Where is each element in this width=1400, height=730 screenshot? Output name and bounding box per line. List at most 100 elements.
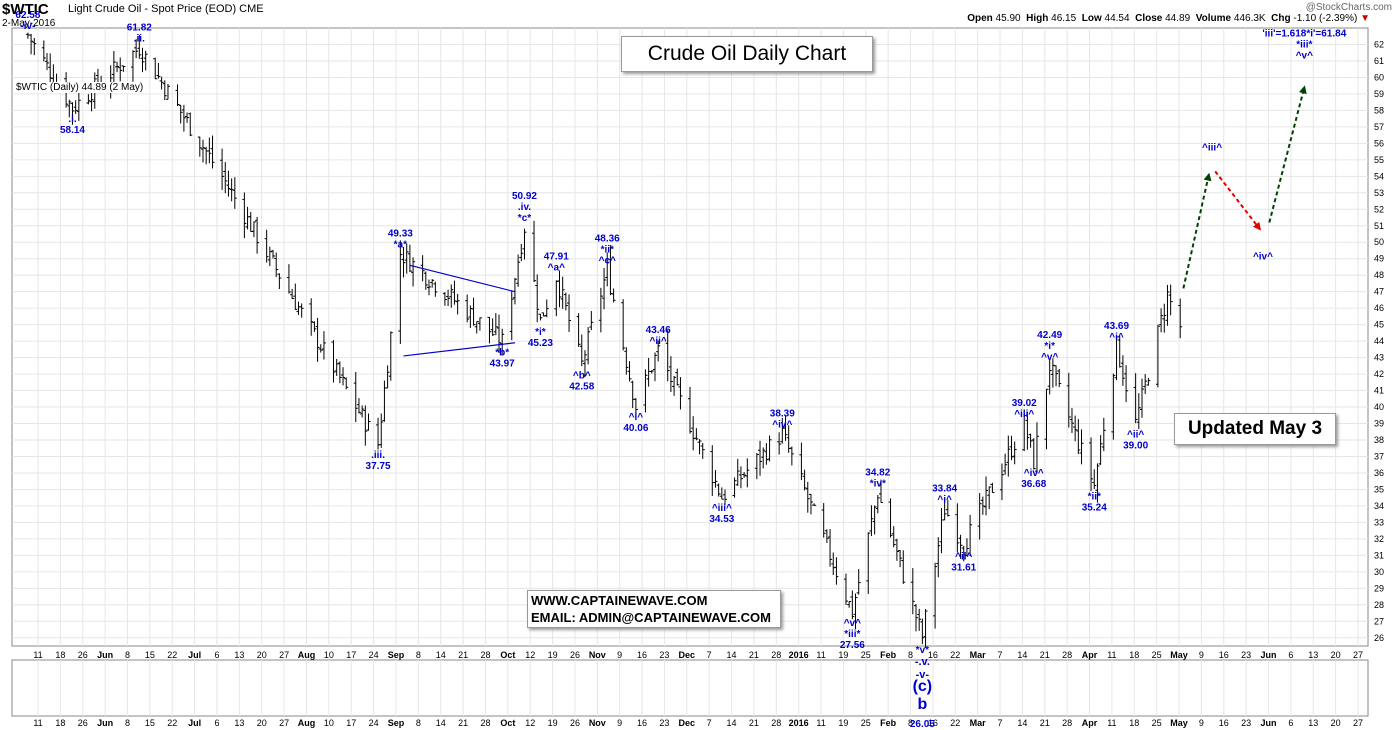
x-tick-label: 8 bbox=[125, 650, 130, 660]
x-tick-label: 25 bbox=[861, 650, 871, 660]
x-tick-label: 6 bbox=[1288, 650, 1293, 660]
x-tick-label-lower: 14 bbox=[436, 718, 446, 728]
x-tick-label-lower: 16 bbox=[1219, 718, 1229, 728]
x-tick-label: Jul bbox=[188, 650, 201, 660]
projection-arrow bbox=[1182, 172, 1212, 289]
x-tick-label-lower: 28 bbox=[771, 718, 781, 728]
x-tick-label: 19 bbox=[548, 650, 558, 660]
x-tick-label: Mar bbox=[970, 650, 987, 660]
x-tick-label-lower: 19 bbox=[838, 718, 848, 728]
wave-b-label: *v* bbox=[916, 645, 929, 656]
website-text: WWW.CAPTAINEWAVE.COM bbox=[531, 593, 708, 608]
x-tick-label-lower: 26 bbox=[570, 718, 580, 728]
x-tick-label-lower: 11 bbox=[33, 718, 42, 728]
wave-label: 27.56 bbox=[840, 640, 865, 651]
x-tick-label: 21 bbox=[458, 650, 468, 660]
x-tick-label-lower: Aug bbox=[298, 718, 316, 728]
stockcharts-watermark: @StockCharts.com bbox=[1305, 2, 1392, 13]
x-tick-label: 22 bbox=[950, 650, 960, 660]
y-tick-label: 44 bbox=[1374, 336, 1384, 346]
y-tick-label: 56 bbox=[1374, 138, 1384, 148]
x-tick-label-lower: May bbox=[1170, 718, 1188, 728]
x-tick-label-lower: 19 bbox=[548, 718, 558, 728]
x-tick-label: 8 bbox=[908, 650, 913, 660]
x-tick-label-lower: 21 bbox=[749, 718, 759, 728]
wave-label: *b* bbox=[495, 348, 509, 359]
y-tick-label: 42 bbox=[1374, 369, 1384, 379]
y-tick-label: 57 bbox=[1374, 122, 1384, 132]
x-tick-label: 16 bbox=[928, 650, 938, 660]
wave-label: 45.23 bbox=[528, 338, 553, 349]
y-tick-label: 51 bbox=[1374, 221, 1384, 231]
x-tick-label: 18 bbox=[1129, 650, 1139, 660]
low-value: 44.54 bbox=[1104, 13, 1130, 24]
x-tick-label: 7 bbox=[998, 650, 1003, 660]
x-tick-label: 19 bbox=[838, 650, 848, 660]
x-tick-label: 8 bbox=[416, 650, 421, 660]
wave-label: ^iv^ bbox=[1024, 468, 1044, 479]
wave-label: *a* bbox=[394, 239, 407, 250]
x-tick-label: 15 bbox=[145, 650, 155, 660]
x-tick-label-lower: 20 bbox=[1331, 718, 1341, 728]
wave-label: *ii* bbox=[1088, 491, 1101, 502]
y-tick-label: 28 bbox=[1374, 600, 1384, 610]
x-tick-label: Nov bbox=[589, 650, 606, 660]
y-tick-label: 50 bbox=[1374, 237, 1384, 247]
wave-b-label: -v- bbox=[916, 669, 930, 681]
wave-label: 43.97 bbox=[490, 359, 515, 370]
wave-label: ^iii^ bbox=[712, 503, 732, 514]
x-tick-label-lower: Mar bbox=[970, 718, 987, 728]
ohlc-bars bbox=[25, 32, 1183, 648]
wave-label: *i* bbox=[535, 327, 546, 338]
high-label: High bbox=[1026, 13, 1049, 24]
chart-symbol: $WTIC bbox=[2, 1, 49, 18]
x-tick-label: 16 bbox=[1219, 650, 1229, 660]
x-tick-label-lower: 7 bbox=[707, 718, 712, 728]
y-tick-label: 47 bbox=[1374, 287, 1384, 297]
x-tick-label: 13 bbox=[1308, 650, 1318, 660]
x-tick-label: 18 bbox=[55, 650, 65, 660]
y-tick-label: 59 bbox=[1374, 89, 1384, 99]
x-tick-label-lower: 7 bbox=[998, 718, 1003, 728]
x-tick-label-lower: 23 bbox=[659, 718, 669, 728]
x-tick-label: 28 bbox=[480, 650, 490, 660]
wave-label: 48.36 bbox=[595, 233, 620, 244]
wave-label: 33.84 bbox=[932, 484, 957, 495]
wave-label: 62.58 bbox=[15, 10, 40, 21]
wave-label: ^ii^ bbox=[955, 551, 972, 562]
x-tick-label-lower: 8 bbox=[416, 718, 421, 728]
open-label: Open bbox=[967, 13, 993, 24]
x-tick-label-lower: 6 bbox=[214, 718, 219, 728]
wave-label: 38.39 bbox=[770, 409, 795, 420]
y-tick-label: 38 bbox=[1374, 435, 1384, 445]
y-tick-label: 36 bbox=[1374, 468, 1384, 478]
wave-label: 40.06 bbox=[623, 423, 648, 434]
x-tick-label-lower: 11 bbox=[816, 718, 825, 728]
x-tick-label: 22 bbox=[167, 650, 177, 660]
x-tick-label-lower: 24 bbox=[369, 718, 379, 728]
x-tick-label: 20 bbox=[257, 650, 267, 660]
x-tick-label: Feb bbox=[880, 650, 897, 660]
chart-legend: $WTIC (Daily) 44.89 (2 May) bbox=[16, 82, 144, 93]
x-tick-label: 24 bbox=[369, 650, 379, 660]
wave-label: ^i^ bbox=[937, 495, 952, 506]
wave-label: ^i^ bbox=[1109, 332, 1124, 343]
wave-label: 49.33 bbox=[388, 228, 413, 239]
close-label: Close bbox=[1135, 13, 1163, 24]
updated-note: Updated May 3 bbox=[1174, 413, 1336, 445]
x-tick-label: 20 bbox=[1331, 650, 1341, 660]
email-text: EMAIL: ADMIN@CAPTAINEWAVE.COM bbox=[531, 610, 771, 625]
x-tick-label: Apr bbox=[1082, 650, 1098, 660]
triangle-upper-line bbox=[409, 264, 516, 293]
x-tick-label-lower: Dec bbox=[679, 718, 696, 728]
x-tick-label-lower: 27 bbox=[1353, 718, 1363, 728]
x-tick-label: 26 bbox=[78, 650, 88, 660]
wave-label: ^c^ bbox=[599, 255, 616, 266]
x-tick-label: 25 bbox=[1152, 650, 1162, 660]
y-tick-label: 37 bbox=[1374, 451, 1384, 461]
x-tick-label-lower: Jul bbox=[188, 718, 201, 728]
open-value: 45.90 bbox=[995, 13, 1021, 24]
x-tick-label-lower: Sep bbox=[388, 718, 405, 728]
low-label: Low bbox=[1081, 13, 1102, 24]
x-tick-label: May bbox=[1170, 650, 1188, 660]
